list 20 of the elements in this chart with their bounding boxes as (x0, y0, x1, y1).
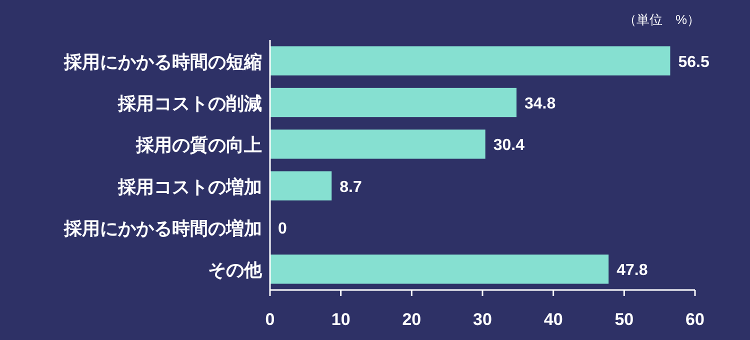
data-label: 56.5 (678, 54, 710, 71)
x-tick-label: 60 (686, 310, 704, 329)
x-tick-label: 50 (614, 310, 634, 329)
x-tick-label: 10 (331, 310, 350, 329)
x-tick-label: 40 (544, 310, 563, 329)
data-label: 0 (278, 220, 287, 238)
data-label: 30.4 (493, 137, 525, 154)
y-tick-label: 採用にかかる時間の増加 (63, 218, 262, 238)
y-tick-label: その他 (208, 260, 263, 280)
data-label: 34.8 (524, 96, 556, 112)
data-label: 8.7 (340, 178, 362, 196)
text: （単位 %） (623, 12, 700, 27)
data-label: 47.8 (616, 262, 648, 280)
x-tick-label: 30 (473, 310, 492, 329)
y-tick-label: 採用の質の向上 (135, 135, 262, 156)
x-tick-label: 0 (265, 310, 275, 329)
x-tick-label: 20 (402, 310, 422, 329)
y-tick-label: 採用にかかる時間の短縮 (63, 52, 262, 72)
y-tick-label: 採用コストの削減 (117, 94, 262, 114)
y-tick-label: 採用コストの増加 (117, 176, 262, 197)
